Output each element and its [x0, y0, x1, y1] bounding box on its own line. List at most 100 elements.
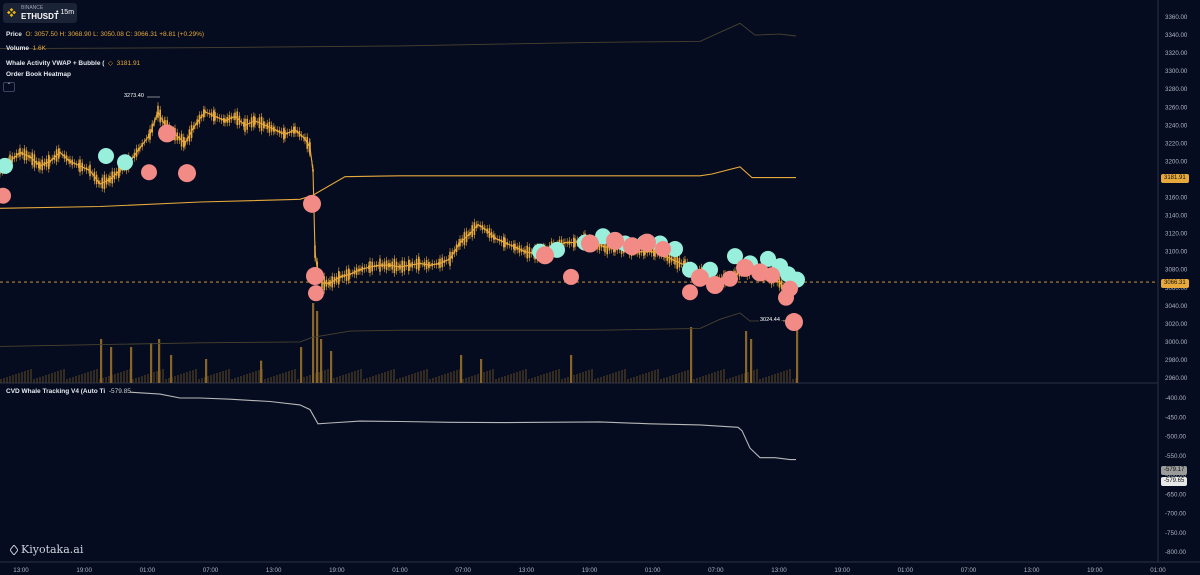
volume-bar — [717, 371, 719, 383]
volume-bar — [663, 378, 665, 383]
volume-bar — [789, 369, 791, 383]
volume-bar — [699, 377, 701, 383]
volume-bar — [786, 370, 788, 383]
sell-bubble — [563, 268, 579, 285]
volume-bar — [219, 372, 221, 383]
ohlc-values: O: 3057.50 H: 3068.90 L: 3050.08 C: 3066… — [25, 31, 205, 38]
price-tick-label: 3240.00 — [1165, 122, 1188, 129]
price-tick-label: 3220.00 — [1165, 140, 1188, 147]
volume-bar — [546, 373, 548, 383]
price-legend[interactable]: Price O: 3057.50 H: 3068.90 L: 3050.08 C… — [6, 31, 204, 38]
volume-bar — [687, 370, 689, 383]
volume-bar — [222, 371, 224, 383]
whale-legend[interactable]: Whale Activity VWAP + Bubble ( ◇ 3181.91 — [6, 59, 140, 67]
cvd-legend-title: CVD Whale Tracking V4 (Auto Ti — [6, 388, 106, 395]
volume-bar — [393, 369, 395, 383]
collapse-legend-button[interactable]: ⌃ — [3, 82, 15, 92]
volume-bar — [414, 373, 416, 383]
timeframe-label[interactable]: • 15m — [56, 9, 75, 16]
volume-bar — [648, 372, 650, 383]
volume-bar — [474, 375, 476, 383]
volume-bar — [12, 375, 14, 383]
volume-bar — [306, 376, 308, 383]
volume-bar — [27, 370, 29, 383]
volume-bar — [408, 375, 410, 383]
volume-bar — [288, 371, 290, 383]
watermark: Kiyotaka.ai — [10, 543, 83, 556]
price-tick-label: 3020.00 — [1165, 321, 1188, 328]
volume-bar — [651, 371, 653, 383]
volume-bar — [735, 376, 737, 383]
volume-bar — [285, 372, 287, 383]
sell-bubble — [623, 237, 641, 256]
volume-bar — [444, 374, 446, 383]
sell-bubble — [785, 313, 803, 332]
volume-bar — [351, 372, 353, 383]
volume-spike — [312, 303, 315, 383]
volume-bar — [375, 375, 377, 383]
volume-bar — [252, 372, 254, 383]
volume-bar — [666, 377, 668, 383]
volume-bar — [264, 379, 266, 383]
volume-bar — [450, 372, 452, 383]
volume-bar — [621, 370, 623, 383]
time-tick-label: 19:00 — [329, 567, 345, 574]
volume-bar — [156, 371, 158, 383]
volume-bar — [681, 372, 683, 383]
volume-bar — [693, 379, 695, 383]
volume-bar — [567, 377, 569, 383]
cvd-tag-1: -579.17 — [1161, 466, 1188, 475]
symbol-selector[interactable]: BINANCE ETHUSDT • 15m — [3, 3, 77, 23]
volume-spike — [330, 351, 333, 383]
time-tick-label: 19:00 — [1087, 567, 1103, 574]
volume-bar — [72, 377, 74, 383]
volume-spike — [320, 339, 323, 383]
volume-bar — [660, 379, 662, 383]
volume-bar — [708, 374, 710, 383]
volume-bar — [336, 377, 338, 383]
time-tick-label: 13:00 — [1024, 567, 1040, 574]
cvd-legend[interactable]: CVD Whale Tracking V4 (Auto Ti -579.85 — [6, 388, 131, 395]
volume-bar — [39, 377, 41, 383]
volume-spike — [570, 355, 573, 383]
cvd-tag-2: -579.65 — [1161, 477, 1188, 486]
sell-bubble — [178, 164, 196, 183]
sell-bubble — [303, 194, 321, 213]
sell-bubble — [141, 164, 157, 181]
whale-diamond-icon: ◇ — [108, 60, 114, 67]
volume-bar — [762, 378, 764, 383]
sell-bubble — [655, 240, 671, 257]
buy-bubble — [98, 147, 114, 164]
heatmap-legend-title: Order Book Heatmap — [6, 71, 72, 78]
volume-bar — [780, 372, 782, 383]
volume-bar — [483, 372, 485, 383]
price-legend-title: Price — [6, 31, 22, 38]
volume-bar — [201, 378, 203, 383]
volume-bar — [462, 379, 464, 383]
volume-bar — [513, 373, 515, 383]
volume-bar — [93, 370, 95, 383]
volume-bar — [753, 370, 755, 383]
volume-bar — [270, 377, 272, 383]
volume-bar — [669, 376, 671, 383]
volume-bar — [225, 370, 227, 383]
volume-bar — [447, 373, 449, 383]
vwap-price-tag: 3181.91 — [1161, 174, 1189, 183]
volume-bar — [348, 373, 350, 383]
volume-bar — [438, 376, 440, 383]
volume-bar — [594, 379, 596, 383]
chevron-up-icon: ⌃ — [6, 83, 12, 89]
volume-bar — [339, 376, 341, 383]
volume-bar — [189, 371, 191, 383]
volume-bar — [582, 372, 584, 383]
volume-bar — [105, 377, 107, 383]
volume-spike — [745, 331, 748, 383]
volume-legend[interactable]: Volume 1.6K — [6, 45, 46, 52]
volume-bar — [198, 379, 200, 383]
volume-bar — [489, 370, 491, 383]
time-tick-label: 13:00 — [771, 567, 787, 574]
sell-bubble — [158, 124, 176, 143]
heatmap-legend[interactable]: Order Book Heatmap — [6, 71, 71, 78]
volume-bar — [96, 369, 98, 383]
